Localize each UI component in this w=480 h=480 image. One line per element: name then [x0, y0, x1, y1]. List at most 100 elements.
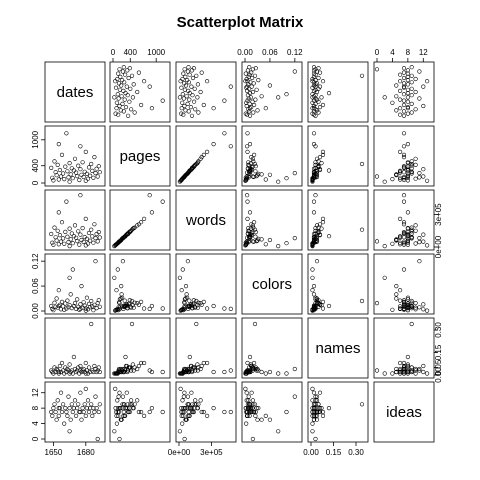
- data-point: [115, 307, 120, 312]
- data-point: [316, 66, 321, 71]
- data-point: [394, 292, 399, 297]
- data-point: [267, 83, 273, 88]
- data-point: [409, 93, 414, 98]
- data-point: [401, 70, 407, 75]
- data-point: [398, 234, 403, 239]
- data-point: [180, 267, 185, 272]
- data-point: [82, 402, 87, 407]
- data-point: [114, 288, 119, 293]
- data-point: [83, 386, 88, 392]
- data-point: [374, 301, 380, 306]
- data-point: [276, 371, 281, 376]
- data-point: [131, 368, 136, 373]
- data-point: [245, 199, 250, 204]
- data-point: [313, 84, 318, 89]
- data-point: [129, 227, 135, 232]
- data-point: [129, 73, 135, 78]
- data-point: [63, 301, 68, 306]
- data-point: [316, 75, 321, 81]
- data-point: [267, 369, 273, 375]
- data-point: [405, 368, 411, 373]
- panel-dates-vs-ideas: [373, 61, 435, 123]
- data-point: [194, 73, 199, 78]
- variable-label-names: names: [315, 340, 360, 357]
- data-point: [177, 179, 182, 184]
- data-point: [243, 240, 248, 245]
- data-point: [124, 84, 129, 89]
- data-point: [317, 390, 323, 395]
- data-point: [119, 77, 125, 83]
- data-point: [187, 97, 192, 102]
- data-point: [183, 305, 188, 310]
- data-point: [317, 302, 323, 307]
- data-point: [252, 102, 257, 108]
- data-point: [123, 104, 129, 110]
- data-point: [97, 304, 102, 309]
- data-point: [81, 409, 86, 415]
- data-point: [96, 365, 101, 370]
- data-point: [317, 84, 323, 89]
- data-point: [255, 108, 260, 113]
- data-point: [113, 79, 118, 84]
- data-point: [56, 303, 61, 309]
- panel-frame: [373, 125, 435, 187]
- panel-frame: [44, 125, 106, 187]
- x-tick-label: 12: [419, 48, 428, 57]
- data-point: [113, 386, 118, 392]
- variable-label-ideas: ideas: [386, 404, 422, 421]
- data-point: [79, 172, 84, 177]
- panel-frame: [109, 317, 171, 379]
- data-point: [68, 172, 73, 177]
- data-point: [50, 175, 55, 180]
- data-point: [179, 85, 184, 90]
- data-point: [117, 368, 122, 373]
- data-point: [83, 413, 88, 419]
- data-point: [319, 406, 324, 411]
- data-point: [78, 368, 83, 373]
- data-point: [194, 298, 199, 304]
- data-point: [398, 298, 403, 303]
- data-point: [84, 236, 89, 241]
- data-point: [401, 109, 407, 114]
- panel-frame: [175, 189, 237, 251]
- data-point: [139, 409, 144, 415]
- data-point: [130, 95, 135, 100]
- panel-frame: [241, 381, 303, 443]
- data-point: [398, 149, 403, 154]
- data-point: [180, 92, 185, 97]
- data-point: [129, 107, 134, 112]
- data-point: [253, 413, 258, 419]
- data-point: [189, 406, 195, 411]
- data-point: [310, 244, 315, 249]
- data-point: [58, 174, 64, 179]
- data-point: [417, 305, 422, 310]
- data-point: [52, 225, 57, 230]
- data-point: [75, 297, 80, 302]
- data-point: [310, 421, 315, 426]
- panel-ideas-vs-names: [307, 381, 369, 443]
- data-point: [73, 413, 79, 419]
- data-point: [52, 159, 57, 164]
- data-point: [120, 101, 125, 106]
- data-point: [52, 300, 57, 305]
- data-point: [359, 298, 365, 304]
- data-point: [54, 173, 59, 178]
- data-point: [149, 406, 154, 411]
- data-point: [82, 303, 87, 308]
- data-point: [89, 161, 94, 167]
- data-point: [394, 108, 399, 113]
- data-point: [77, 177, 82, 183]
- data-point: [195, 406, 200, 411]
- data-point: [94, 406, 99, 411]
- data-point: [394, 83, 399, 88]
- data-point: [394, 369, 399, 375]
- data-point: [201, 152, 206, 157]
- data-point: [245, 409, 250, 415]
- data-point: [129, 321, 135, 327]
- data-point: [160, 409, 165, 415]
- data-point: [244, 421, 249, 426]
- data-point: [139, 299, 144, 305]
- data-point: [147, 409, 152, 415]
- data-point: [245, 231, 250, 237]
- data-point: [178, 308, 183, 313]
